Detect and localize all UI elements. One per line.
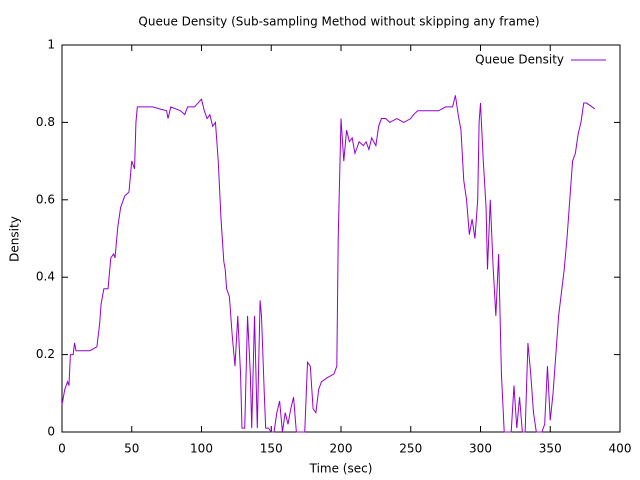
y-tick-label: 0.8 <box>36 115 55 129</box>
data-line <box>61 95 596 433</box>
x-tick-label: 200 <box>330 442 353 456</box>
x-tick-label: 50 <box>124 442 139 456</box>
y-tick-label: 0.2 <box>36 347 55 361</box>
x-axis-label: Time (sec) <box>309 462 373 476</box>
y-tick-label: 0.6 <box>36 192 55 206</box>
y-tick-label: 1 <box>47 38 55 52</box>
x-tick-label: 250 <box>399 442 422 456</box>
y-tick-label: 0 <box>47 425 55 439</box>
legend-label: Queue Density <box>475 53 564 67</box>
x-tick-label: 350 <box>539 442 562 456</box>
x-tick-label: 150 <box>260 442 283 456</box>
chart-title: Queue Density (Sub-sampling Method witho… <box>138 15 539 29</box>
plot-border <box>61 44 621 433</box>
x-tick-label: 0 <box>58 442 66 456</box>
x-tick-label: 100 <box>190 442 213 456</box>
x-tick-label: 300 <box>469 442 492 456</box>
y-tick-label: 0.4 <box>36 270 55 284</box>
x-tick-label: 400 <box>609 442 632 456</box>
y-axis-label: Density <box>8 216 22 262</box>
